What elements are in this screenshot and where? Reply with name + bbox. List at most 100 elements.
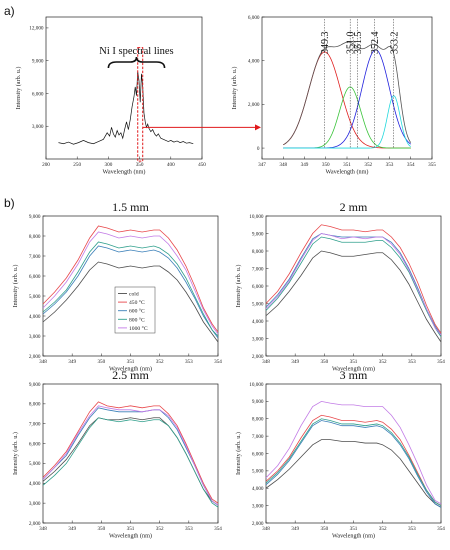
x-tick-label: 350	[320, 359, 328, 365]
chart-p15: 348 349 350 351 352 353 354 2,000 3,000 4,000 5,00…	[12, 200, 222, 373]
x-tick-label: 354	[407, 162, 415, 168]
x-tick-label: 349	[301, 162, 309, 168]
x-tick-label: 348	[279, 162, 287, 168]
zoom-arrow-head	[255, 124, 261, 131]
x-tick-label: 350	[320, 526, 328, 532]
y-tick-label: 7,000	[252, 266, 264, 272]
annotation-brace	[107, 56, 166, 69]
x-tick-label: 350	[136, 162, 144, 168]
peak-label: 352.4	[370, 32, 381, 55]
x-tick-label: 400	[167, 162, 175, 168]
y-tick-label: 9,000	[29, 382, 41, 388]
y-tick-label: 4,000	[29, 314, 41, 320]
x-tick-label: 250	[73, 162, 81, 168]
legend-label: 800 °C	[129, 316, 145, 323]
panel-label-a: a)	[4, 4, 15, 18]
y-tick-label: 8,000	[29, 402, 41, 408]
series-line	[265, 250, 442, 343]
y-tick-label: 4,000	[252, 486, 264, 492]
series-line	[265, 418, 442, 506]
y-tick-label: 4,000	[252, 319, 264, 325]
panel-label-b: b)	[4, 196, 15, 210]
y-tick-label: 8,000	[252, 417, 264, 423]
y-tick-label: 3,000	[29, 334, 41, 340]
y-tick-label: 3,000	[252, 503, 264, 509]
x-axis-label: Wavelength (nm)	[326, 169, 369, 176]
legend-box	[114, 286, 156, 334]
chart-fit: 347 348 349 350 351 352 353 354 355 0 2,000 4,000 6,…	[231, 15, 436, 176]
y-axis-label: Intensity (arb. u.)	[235, 265, 242, 308]
plot-frame	[42, 383, 219, 524]
panel-title: 2 mm	[340, 200, 368, 214]
legend-label: cold	[129, 292, 139, 298]
series-line	[42, 417, 219, 506]
peak-label: 351.5	[353, 32, 364, 55]
y-tick-label: 2,000	[29, 354, 41, 360]
series-line	[42, 405, 219, 506]
series-line	[42, 231, 219, 335]
y-tick-label: 2,000	[29, 521, 41, 527]
x-tick-label: 354	[214, 359, 222, 365]
x-tick-label: 350	[97, 526, 105, 532]
x-tick-label: 352	[364, 162, 372, 168]
x-tick-label: 349	[291, 526, 299, 532]
chart-p25: 348 349 350 351 352 353 354 2,000 3,000 4,000 5,00…	[12, 368, 222, 540]
fit-component-4	[283, 95, 411, 149]
x-tick-label: 348	[262, 359, 270, 365]
y-tick-label: 6,000	[252, 284, 264, 290]
y-tick-label: 8,000	[29, 234, 41, 240]
x-tick-label: 353	[408, 526, 416, 532]
x-tick-label: 351	[350, 526, 358, 532]
x-tick-label: 351	[343, 162, 351, 168]
series-line	[265, 420, 442, 508]
x-tick-label: 349	[68, 526, 76, 532]
x-tick-label: 348	[39, 359, 47, 365]
series-line	[265, 233, 442, 336]
series-line	[265, 233, 442, 336]
series-line	[265, 439, 442, 508]
y-tick-label: 7,000	[29, 254, 41, 260]
y-tick-label: 0	[257, 146, 260, 152]
y-tick-label: 9,000	[29, 214, 41, 220]
charts-container: 200 250 300 350 400 450 3,000 6,000 9,000 12,000 W…	[12, 15, 445, 540]
x-tick-label: 354	[437, 359, 445, 365]
series-line	[42, 417, 219, 508]
plot-frame	[45, 16, 203, 160]
series-line	[265, 414, 442, 506]
x-tick-label: 355	[428, 162, 436, 168]
y-tick-label: 6,000	[29, 274, 41, 280]
y-tick-label: 3,000	[29, 501, 41, 507]
y-tick-label: 2,000	[248, 102, 260, 108]
x-tick-label: 353	[185, 526, 193, 532]
y-tick-label: 3,000	[252, 336, 264, 342]
fit-component-1	[283, 51, 411, 149]
y-tick-label: 8,000	[252, 249, 264, 255]
legend-label: 600 °C	[129, 308, 145, 315]
x-tick-label: 354	[214, 526, 222, 532]
spectrum-line	[58, 71, 194, 145]
y-tick-label: 7,000	[252, 434, 264, 440]
chart-overview: 200 250 300 350 400 450 3,000 6,000 9,000 12,000 W…	[15, 16, 206, 176]
x-tick-label: 352	[379, 359, 387, 365]
y-tick-label: 9,000	[252, 399, 264, 405]
x-tick-label: 349	[68, 359, 76, 365]
x-axis-label: Wavelength (nm)	[332, 366, 375, 373]
overlay-container	[142, 124, 261, 131]
y-tick-label: 5,000	[29, 461, 41, 467]
x-tick-label: 347	[258, 162, 266, 168]
peak-label: 349.3	[320, 32, 331, 55]
legend-label: 1000 °C	[129, 325, 148, 332]
x-tick-label: 352	[156, 359, 164, 365]
peak-label: 351.0	[346, 32, 357, 55]
y-axis-label: Intensity (arb. u.)	[15, 67, 22, 110]
x-tick-label: 353	[408, 359, 416, 365]
y-tick-label: 6,000	[248, 15, 260, 21]
legend-label: 450 °C	[129, 299, 145, 306]
x-tick-label: 354	[437, 526, 445, 532]
x-tick-label: 353	[386, 162, 394, 168]
y-axis-label: Intensity (arb. u.)	[235, 432, 242, 475]
x-axis-label: Wavelength (nm)	[103, 169, 146, 176]
annotation-text: Ni I spectral lines	[99, 46, 173, 57]
